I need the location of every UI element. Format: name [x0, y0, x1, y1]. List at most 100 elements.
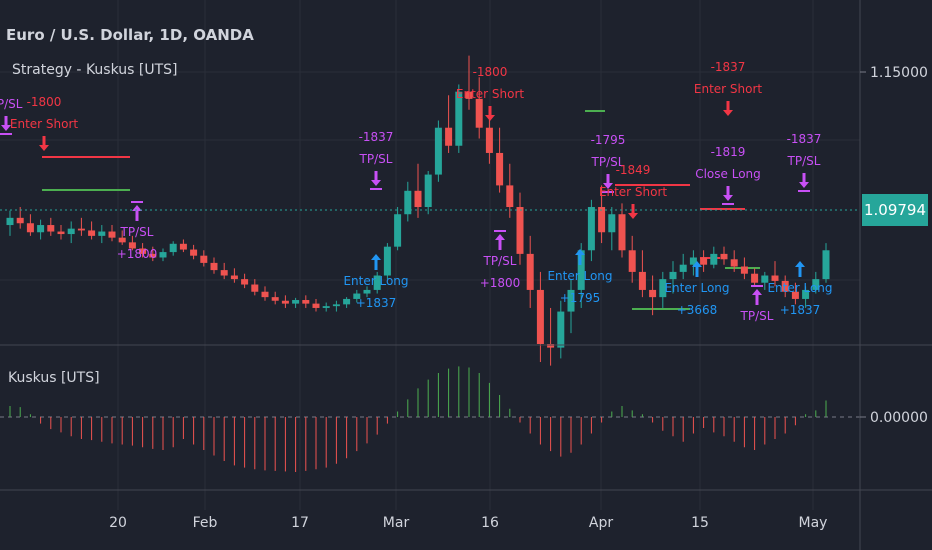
candle-16	[169, 243, 177, 253]
candle-30	[312, 303, 320, 308]
oscillator-zero-label: 0.00000	[870, 410, 928, 426]
signal-label-3-1: TP/SL	[359, 152, 393, 166]
signal-label-5-1: Enter Short	[456, 87, 525, 101]
time-label-0: 20	[109, 515, 127, 531]
time-label-5: Apr	[589, 515, 613, 531]
signal-label-6-0: TP/SL	[483, 254, 517, 268]
signal-bar-0	[0, 133, 12, 135]
signal-label-7-1: TP/SL	[591, 155, 625, 169]
strategy-title[interactable]: Strategy - Kuskus [UTS]	[12, 62, 178, 78]
candle-18	[190, 249, 198, 256]
signal-label-12-1: +3668	[677, 303, 718, 317]
signal-arrow-shaft-1	[42, 136, 46, 146]
signal-label-15-0: Enter Long	[767, 281, 832, 295]
kuskus-histogram	[0, 366, 860, 472]
signal-label-3-0: -1837	[359, 130, 394, 144]
signal-label-15-1: +1837	[780, 303, 821, 317]
signal-arrow-shaft-13	[755, 295, 759, 305]
signal-label-12-0: Enter Long	[664, 281, 729, 295]
candle-38	[394, 214, 402, 247]
candle-61	[628, 250, 636, 272]
candle-6	[67, 228, 75, 235]
signal-bar-14	[798, 190, 810, 192]
signal-label-0-0: TP/SL	[0, 97, 23, 111]
time-label-1: Feb	[193, 515, 218, 531]
candle-42	[434, 127, 442, 175]
candle-62	[638, 271, 646, 290]
candle-0	[6, 217, 14, 226]
signal-label-2-0: TP/SL	[120, 225, 154, 239]
candle-25	[261, 291, 269, 298]
signal-short-5: -1800 Enter Short	[456, 65, 525, 121]
signal-exit-13: TP/SL	[740, 285, 774, 323]
candle-76	[781, 280, 789, 292]
signal-arrow-shaft-6	[498, 240, 502, 250]
signal-arrow-head-8	[575, 249, 585, 255]
candlestick-series	[6, 55, 830, 366]
candle-75	[771, 275, 779, 281]
candle-17	[179, 243, 187, 250]
candle-52	[536, 289, 544, 344]
candle-67	[689, 257, 697, 265]
candle-35	[363, 289, 371, 294]
signal-arrow-head-10	[723, 110, 733, 116]
signal-arrow-head-6	[495, 234, 505, 240]
candle-54	[557, 311, 565, 348]
candle-40	[414, 190, 422, 208]
signal-label-7-0: -1795	[591, 133, 626, 147]
candle-78	[802, 289, 810, 299]
candle-14	[149, 253, 157, 258]
stop-levels	[42, 110, 760, 310]
candle-63	[649, 289, 657, 298]
candle-57	[587, 207, 595, 251]
signal-arrow-head-7	[603, 183, 613, 189]
signal-arrow-head-9	[628, 213, 638, 219]
candle-65	[669, 271, 677, 280]
price-label-high: 1.15000	[870, 65, 928, 81]
candle-45	[465, 91, 473, 99]
oscillator-title[interactable]: Kuskus [UTS]	[8, 370, 100, 386]
signal-arrow-shaft-3	[374, 171, 378, 181]
signal-arrow-head-14	[799, 182, 809, 188]
candle-20	[210, 262, 218, 271]
candle-49	[506, 185, 514, 208]
time-label-4: 16	[481, 515, 499, 531]
signal-arrow-shaft-7	[606, 174, 610, 184]
candle-66	[679, 264, 687, 272]
signal-label-1-0: -1800	[27, 95, 62, 109]
signal-exit-6: TP/SL +1800	[480, 230, 520, 290]
signal-label-5-0: -1800	[473, 65, 508, 79]
candle-69	[710, 253, 718, 265]
symbol-title[interactable]: Euro / U.S. Dollar, 1D, OANDA	[6, 26, 254, 44]
signal-long-8: Enter Long +1795	[547, 249, 613, 305]
signal-label-8-0: Enter Long	[547, 269, 612, 283]
signal-arrow-shaft-9	[631, 204, 635, 214]
signal-arrow-shaft-2	[135, 211, 139, 221]
signal-long-15: Enter Long +1837	[767, 261, 833, 317]
candle-64	[659, 279, 667, 298]
candle-48	[496, 152, 504, 186]
signal-arrow-head-4	[371, 254, 381, 260]
signal-arrow-shaft-0	[4, 116, 8, 126]
candle-13	[139, 248, 147, 254]
signal-arrow-shaft-8	[578, 255, 582, 265]
candle-8	[88, 230, 96, 236]
signal-label-9-1: Enter Short	[599, 185, 668, 199]
signal-arrow-head-11	[723, 195, 733, 201]
signal-arrow-head-15	[795, 261, 805, 267]
time-label-7: May	[799, 515, 828, 531]
signal-exit-14: -1837 TP/SL	[787, 132, 821, 192]
time-label-6: 15	[691, 515, 709, 531]
signal-label-10-1: Enter Short	[694, 82, 763, 96]
candle-9	[98, 231, 106, 236]
candle-60	[618, 214, 626, 251]
signal-arrow-shaft-11	[726, 186, 730, 196]
candle-15	[159, 252, 167, 258]
candle-72	[740, 266, 748, 274]
candle-41	[424, 174, 432, 208]
candle-71	[730, 259, 738, 267]
signal-long-12: Enter Long +3668	[664, 261, 730, 317]
candle-23	[241, 279, 249, 285]
signal-arrow-shaft-10	[726, 101, 730, 111]
